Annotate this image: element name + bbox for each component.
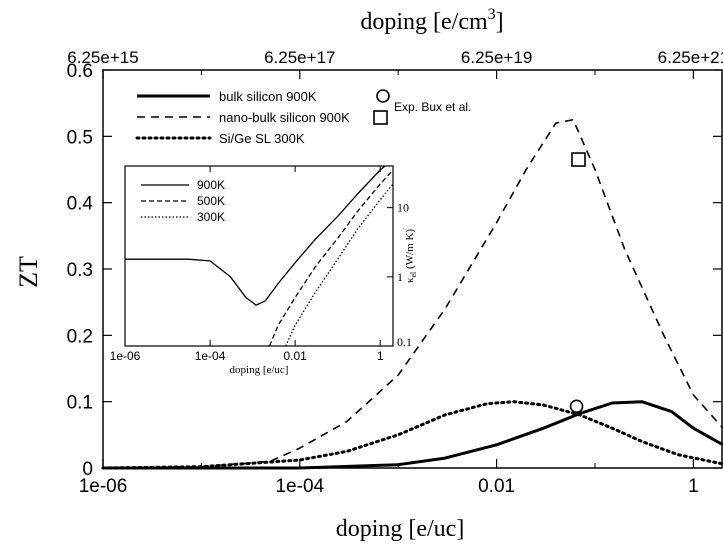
inset-series-line-500k [268, 169, 393, 346]
top-tick-label: 6.25e+19 [461, 48, 532, 67]
x-tick-label: 0.01 [478, 476, 515, 497]
inset-y-tick-label: 10 [397, 201, 409, 215]
y-tick-label: 0 [82, 459, 93, 480]
y-axis-label: ZT [14, 256, 43, 288]
x-tick-label: 1e-06 [79, 476, 128, 497]
legend-label: nano-bulk silicon 900K [219, 110, 350, 125]
inset-chart: 1e-06 1e-04 0.01 1 0.1 1 10 900K 500K 300K doping … [110, 165, 418, 376]
data-point-circle [569, 399, 584, 414]
y-tick-label: 0.5 [67, 127, 93, 148]
y-tick-label: 0.2 [67, 326, 93, 347]
series-line-bulk-silicon-900k [103, 400, 723, 470]
top-tick-label: 6.25e+21 [658, 48, 723, 67]
inset-x-tick-label: 1 [377, 349, 384, 363]
y-tick-label: 0.4 [67, 194, 94, 215]
inset-x-tick-label: 0.01 [283, 349, 307, 363]
legend-label: Si/Ge SL 300K [219, 131, 305, 146]
x-tick-label: 1 [688, 476, 699, 497]
y-tick-label: 0.6 [67, 61, 93, 82]
top-axis-label: doping [e/cm3] [360, 6, 503, 35]
top-axis-label-sup: 3 [488, 6, 496, 23]
inset-y-axis-label-main: κ [404, 277, 416, 283]
inset-legend-label: 300K [197, 210, 225, 224]
axis-labels: ZT doping [e/uc] doping [e/cm3] [14, 6, 504, 542]
legend-marker-square [373, 110, 388, 125]
inset-y-tick-label: 0.1 [397, 335, 412, 349]
inset-y-axis-label: κel (W/m K) [404, 229, 418, 283]
legend-marker-circle [376, 89, 390, 103]
inset-legend-label: 500K [197, 194, 225, 208]
inset-plot-border [124, 165, 394, 347]
top-tick-label: 6.25e+17 [264, 48, 335, 67]
inset-x-axis-label: doping [e/uc] [230, 364, 289, 376]
y-tick-label: 0.1 [67, 393, 93, 414]
inset-legend-label: 900K [197, 178, 225, 192]
series-line-si-ge-sl-300k [101, 400, 723, 470]
data-point-square [571, 152, 586, 167]
y-tick-label: 0.3 [67, 260, 93, 281]
top-axis-label-prefix: doping [e/cm [360, 9, 488, 35]
inset-y-tick-label: 1 [397, 270, 403, 284]
top-axis-label-suffix: ] [496, 9, 504, 35]
main-markers [569, 152, 586, 414]
legend-marker-label: Exp. Bux et al. [394, 100, 471, 114]
inset-y-axis-label-sub: el [409, 271, 418, 278]
inset-x-tick-label: 1e-04 [195, 349, 226, 363]
inset-y-axis-label-unit: (W/m K) [404, 229, 416, 272]
x-axis-label: doping [e/uc] [336, 516, 465, 542]
inset-x-tick-label: 1e-06 [110, 349, 141, 363]
series-line-nano-bulk-silicon-900k [102, 118, 723, 469]
main-ticks: 0 0.1 0.2 0.3 0.4 0.5 0.6 1e-06 1e-04 0.01 1 6.25e+… [67, 48, 723, 497]
legend-label: bulk silicon 900K [219, 89, 317, 104]
inset-series [125, 166, 393, 346]
inset-series-line-900k [125, 166, 386, 306]
main-legend: bulk silicon 900K nano-bulk silicon 900K S… [135, 89, 471, 146]
x-tick-label: 1e-04 [275, 476, 324, 497]
main-series [101, 118, 723, 470]
top-tick-label: 6.25e+15 [67, 48, 138, 67]
